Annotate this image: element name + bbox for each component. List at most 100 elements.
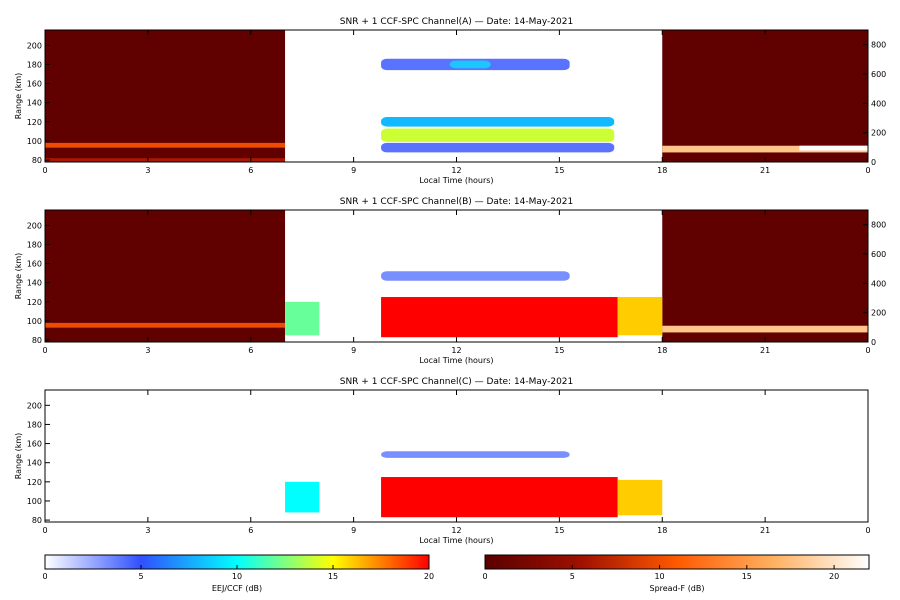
right-y-tick-label: 200 (871, 309, 886, 318)
y-tick-label: 160 (27, 440, 42, 449)
eej-echo-region (381, 128, 615, 142)
x-tick-label: 21 (760, 346, 770, 355)
x-tick-label: 3 (145, 526, 150, 535)
right-y-tick-label: 0 (871, 338, 876, 347)
colorbar-tick-label: 20 (829, 572, 839, 581)
colorbar-label: EEJ/CCF (dB) (212, 584, 262, 593)
y-axis-label: Range (km) (14, 73, 23, 120)
x-tick-label: 18 (657, 166, 667, 175)
eej-saturated-region (381, 477, 618, 518)
y-tick-label: 180 (27, 240, 42, 249)
x-tick-label: 6 (248, 346, 253, 355)
x-tick-label: 12 (451, 526, 461, 535)
x-tick-label: 12 (451, 166, 461, 175)
y-tick-label: 140 (27, 99, 42, 108)
spreadF-background-region (45, 210, 286, 342)
x-tick-label: 0 (865, 526, 870, 535)
colorbar-bar (484, 554, 870, 570)
panel-b: SNR + 1 CCF-SPC Channel(B) — Date: 14-Ma… (14, 197, 886, 365)
eej-echo-region (381, 117, 615, 127)
x-tick-label: 18 (657, 526, 667, 535)
colorbar-label: Spread-F (dB) (649, 584, 704, 593)
spreadF-layer-region (662, 145, 868, 153)
spreadF-layer-region (662, 325, 868, 333)
x-tick-label: 21 (760, 166, 770, 175)
eej-echo-region (381, 142, 615, 153)
x-tick-label: 21 (760, 526, 770, 535)
eej-patches-region (285, 481, 320, 513)
x-tick-label: 0 (42, 526, 47, 535)
colorbar-tick-label: 0 (42, 572, 47, 581)
y-tick-label: 80 (32, 336, 42, 345)
x-tick-label: 15 (554, 346, 564, 355)
y-tick-label: 120 (27, 478, 42, 487)
right-y-tick-label: 400 (871, 279, 886, 288)
x-tick-label: 3 (145, 346, 150, 355)
150km-echo-region (381, 451, 570, 458)
eej-patches-region (617, 297, 663, 336)
spreadF-background-region (45, 30, 286, 162)
spreadF-background-region (662, 30, 868, 162)
chart-title: SNR + 1 CCF-SPC Channel(A) — Date: 14-Ma… (340, 17, 573, 27)
colorbar-tick-label: 5 (570, 572, 575, 581)
y-axis-label: Range (km) (14, 253, 23, 300)
150km-echo-region (449, 60, 491, 69)
x-tick-label: 15 (554, 166, 564, 175)
y-tick-label: 140 (27, 279, 42, 288)
colorbar-tick-label: 15 (328, 572, 338, 581)
x-tick-label: 9 (351, 346, 356, 355)
x-tick-label: 18 (657, 346, 667, 355)
right-y-tick-label: 600 (871, 250, 886, 259)
x-tick-label: 15 (554, 526, 564, 535)
right-y-tick-label: 400 (871, 99, 886, 108)
chart-title: SNR + 1 CCF-SPC Channel(C) — Date: 14-Ma… (340, 377, 574, 387)
y-tick-label: 200 (27, 401, 42, 410)
y-tick-label: 100 (27, 497, 42, 506)
spreadF-layer-region (799, 145, 868, 151)
x-axis-label: Local Time (hours) (419, 176, 493, 185)
right-y-tick-label: 0 (871, 158, 876, 167)
colorbar-tick-label: 15 (742, 572, 752, 581)
y-tick-label: 100 (27, 137, 42, 146)
y-tick-label: 120 (27, 118, 42, 127)
eej-patches-region (617, 479, 663, 516)
x-axis-label: Local Time (hours) (419, 536, 493, 545)
x-tick-label: 0 (865, 166, 870, 175)
right-y-tick-label: 800 (871, 41, 886, 50)
eej-saturated-region (381, 297, 618, 338)
x-tick-label: 12 (451, 346, 461, 355)
panel-a: SNR + 1 CCF-SPC Channel(A) — Date: 14-Ma… (14, 17, 886, 185)
right-y-tick-label: 200 (871, 129, 886, 138)
y-tick-label: 100 (27, 317, 42, 326)
y-tick-label: 180 (27, 60, 42, 69)
x-tick-label: 3 (145, 166, 150, 175)
y-tick-label: 80 (32, 516, 42, 525)
y-axis-label: Range (km) (14, 433, 23, 480)
colorbar-tick-label: 5 (138, 572, 143, 581)
spreadF-layer-region (45, 142, 286, 148)
colorbar-eej: 0 5 10 15 20 EEJ/CCF (dB) (42, 554, 434, 593)
x-tick-label: 9 (351, 526, 356, 535)
colorbar-tick-label: 20 (424, 572, 434, 581)
spreadF-layer-region (45, 322, 286, 328)
150km-echo-region (381, 271, 570, 281)
y-tick-label: 180 (27, 420, 42, 429)
y-tick-label: 200 (27, 221, 42, 230)
eej-patches-region (285, 301, 320, 336)
chart-title: SNR + 1 CCF-SPC Channel(B) — Date: 14-Ma… (340, 197, 573, 207)
y-tick-label: 160 (27, 80, 42, 89)
x-axis-label: Local Time (hours) (419, 356, 493, 365)
y-tick-label: 140 (27, 459, 42, 468)
y-tick-label: 80 (32, 156, 42, 165)
spreadF-background-region (662, 210, 868, 342)
x-tick-label: 0 (865, 346, 870, 355)
colorbar-spread-f: 0 5 10 15 20 Spread-F (dB) (482, 554, 870, 593)
colorbar-tick-label: 10 (654, 572, 664, 581)
x-tick-label: 6 (248, 166, 253, 175)
x-tick-label: 0 (42, 166, 47, 175)
spreadF-base-region (45, 158, 286, 162)
right-y-tick-label: 600 (871, 70, 886, 79)
panel-c: SNR + 1 CCF-SPC Channel(C) — Date: 14-Ma… (14, 377, 871, 545)
y-tick-label: 120 (27, 298, 42, 307)
